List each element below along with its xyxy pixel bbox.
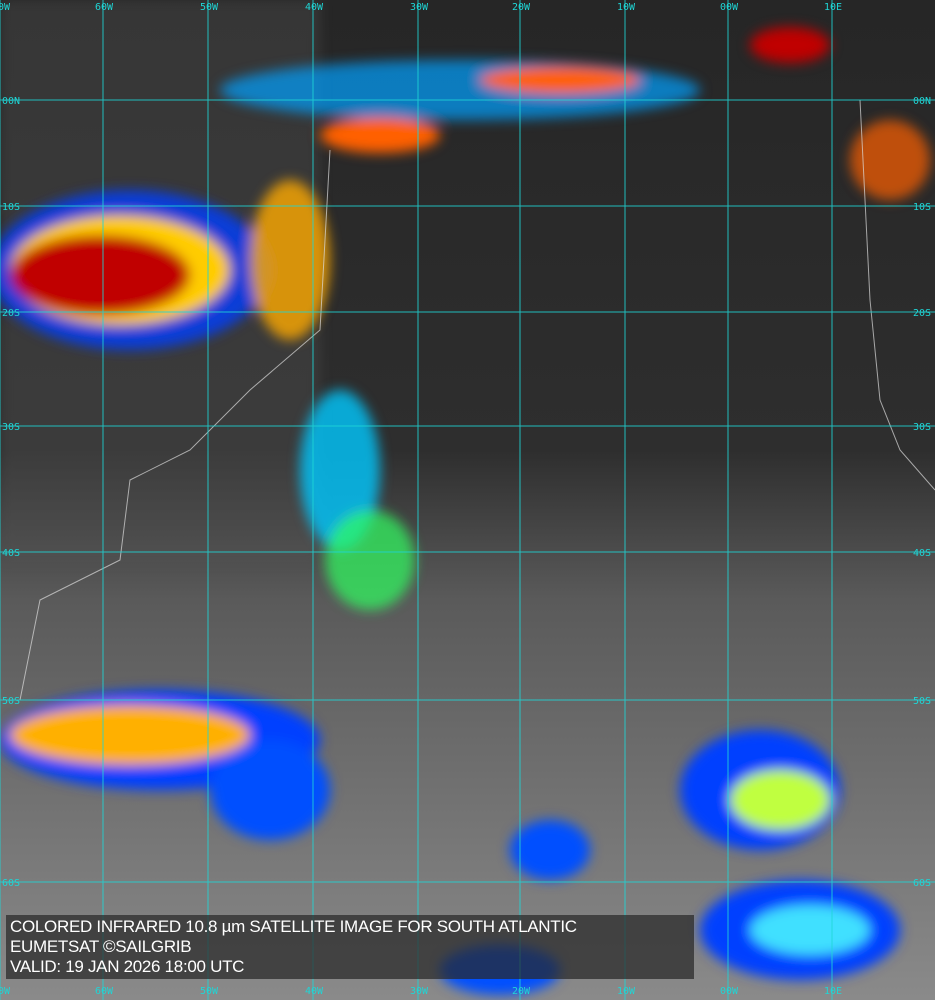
longitude-label-top: 20W [512,2,531,13]
longitude-label-top: 40W [305,2,324,13]
longitude-label-top: 60W [95,2,114,13]
latitude-label-left: 30S [2,422,21,433]
caption-valid-time: VALID: 19 JAN 2026 18:00 UTC [10,957,245,976]
longitude-label-bottom: 40W [305,986,324,997]
latitude-label-right: 20S [913,308,932,319]
longitude-label-top: 10W [617,2,636,13]
longitude-label-bottom: 60W [95,986,114,997]
caption-title: COLORED INFRARED 10.8 µm SATELLITE IMAGE… [10,917,577,936]
longitude-label-top: 70W [0,2,11,13]
longitude-label-bottom: 70W [0,986,11,997]
longitude-label-bottom: 00W [720,986,739,997]
longitude-label-bottom: 50W [200,986,219,997]
longitude-label-bottom: 30W [410,986,429,997]
longitude-label-top: 30W [410,2,429,13]
latitude-label-left: 50S [2,696,21,707]
longitude-label-top: 10E [824,2,843,13]
latitude-label-left: 40S [2,548,21,559]
latitude-label-right: 00N [913,96,932,107]
latitude-label-right: 10S [913,202,932,213]
latitude-label-right: 50S [913,696,932,707]
latitude-label-left: 60S [2,878,21,889]
latitude-label-left: 20S [2,308,21,319]
latitude-label-right: 60S [913,878,932,889]
longitude-label-bottom: 10E [824,986,843,997]
caption-box: COLORED INFRARED 10.8 µm SATELLITE IMAGE… [6,915,694,979]
longitude-label-top: 50W [200,2,219,13]
caption-credit: EUMETSAT ©SAILGRIB [10,937,192,956]
latitude-label-right: 30S [913,422,932,433]
latitude-label-left: 10S [2,202,21,213]
longitude-label-bottom: 20W [512,986,531,997]
latitude-label-right: 40S [913,548,932,559]
longitude-label-bottom: 10W [617,986,636,997]
longitude-label-top: 00W [720,2,739,13]
latitude-label-left: 00N [2,96,21,107]
